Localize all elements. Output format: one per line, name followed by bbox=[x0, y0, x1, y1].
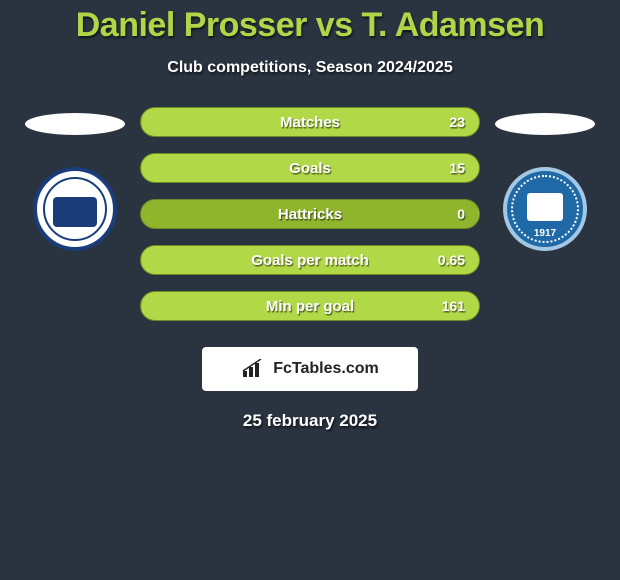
stat-label: Goals per match bbox=[251, 252, 369, 269]
left-club-badge bbox=[33, 167, 117, 251]
stat-bar: Goals 15 bbox=[140, 153, 480, 183]
fctables-logo: FcTables.com bbox=[202, 347, 418, 391]
stat-value: 0 bbox=[457, 206, 465, 222]
stat-label: Goals bbox=[289, 160, 331, 177]
left-player-column bbox=[20, 107, 130, 251]
logo-text: FcTables.com bbox=[273, 360, 379, 378]
stat-value: 15 bbox=[449, 160, 465, 176]
stat-bar: Min per goal 161 bbox=[140, 291, 480, 321]
comparison-panel: Matches 23 Goals 15 Hattricks 0 Goals per matc… bbox=[0, 107, 620, 321]
stat-value: 0.65 bbox=[438, 252, 465, 268]
stat-bars: Matches 23 Goals 15 Hattricks 0 Goals per matc… bbox=[140, 107, 480, 321]
stat-bar: Goals per match 0.65 bbox=[140, 245, 480, 275]
stat-value: 23 bbox=[449, 114, 465, 130]
left-shadow-ellipse bbox=[25, 113, 125, 135]
right-player-column: 1917 bbox=[490, 107, 600, 251]
bar-chart-icon bbox=[241, 359, 267, 379]
right-shadow-ellipse bbox=[495, 113, 595, 135]
stat-value: 161 bbox=[442, 298, 465, 314]
stat-label: Min per goal bbox=[266, 298, 354, 315]
stat-bar: Hattricks 0 bbox=[140, 199, 480, 229]
stat-bar-fill bbox=[478, 200, 479, 228]
stat-bar: Matches 23 bbox=[140, 107, 480, 137]
page-subtitle: Club competitions, Season 2024/2025 bbox=[0, 59, 620, 77]
snapshot-date: 25 february 2025 bbox=[0, 411, 620, 431]
stat-label: Matches bbox=[280, 114, 340, 131]
page-title: Daniel Prosser vs T. Adamsen bbox=[0, 0, 620, 45]
right-club-badge: 1917 bbox=[503, 167, 587, 251]
badge-year: 1917 bbox=[534, 228, 556, 239]
stat-label: Hattricks bbox=[278, 206, 342, 223]
